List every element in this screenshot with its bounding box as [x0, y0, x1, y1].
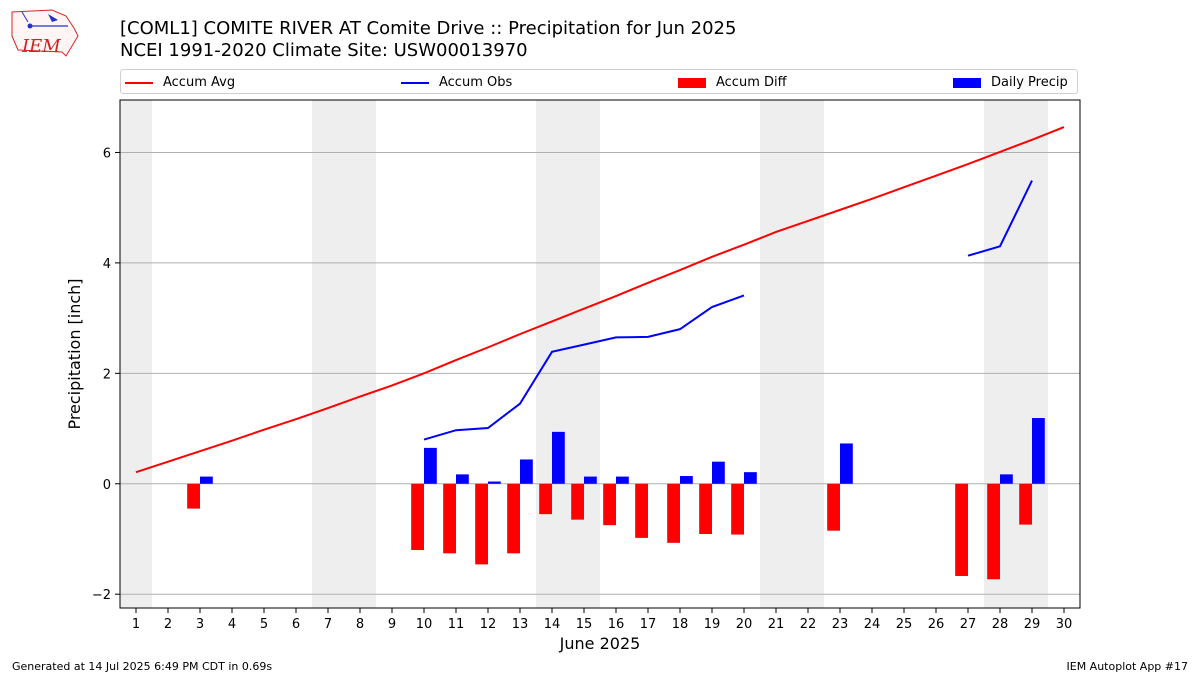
- legend-label-accum-diff: Accum Diff: [716, 75, 787, 90]
- x-tick-label: 24: [864, 617, 881, 632]
- iem-logo: IEM: [11, 9, 79, 57]
- x-tick-label: 14: [544, 617, 561, 632]
- y-tick-label: 0: [103, 478, 111, 493]
- legend-item-accum-obs: Accum Obs: [401, 70, 512, 95]
- x-tick-label: 18: [672, 617, 689, 632]
- weekend-band: [760, 100, 792, 608]
- legend-swatch-accum-obs: [401, 81, 429, 84]
- weekend-band: [792, 100, 824, 608]
- daily-precip-bar: [744, 472, 757, 484]
- y-tick-label: −2: [92, 588, 111, 603]
- accum-obs-line: [423, 294, 745, 441]
- chart-subtitle: NCEI 1991-2020 Climate Site: USW00013970: [120, 40, 528, 61]
- x-tick-label: 20: [736, 617, 753, 632]
- x-tick-label: 19: [704, 617, 721, 632]
- daily-precip-bar: [456, 474, 469, 484]
- legend-label-accum-obs: Accum Obs: [439, 75, 513, 90]
- weekend-band: [1016, 100, 1048, 608]
- daily-precip-bar: [616, 476, 629, 484]
- accum-diff-bar: [187, 483, 200, 509]
- accum-diff-bar: [827, 483, 840, 531]
- x-tick-label: 1: [132, 617, 140, 632]
- accum-diff-bar: [699, 483, 712, 535]
- accum-diff-bar: [539, 483, 552, 515]
- plot-frame: [119, 99, 1081, 609]
- x-tick-label: 8: [356, 617, 364, 632]
- legend-label-accum-avg: Accum Avg: [163, 75, 236, 90]
- accum-diff-bar: [635, 483, 648, 538]
- x-tick-label: 4: [228, 617, 236, 632]
- x-tick-label: 15: [576, 617, 593, 632]
- x-tick-label: 29: [1024, 617, 1041, 632]
- y-tick-label: 4: [103, 257, 111, 272]
- x-tick-label: 17: [640, 617, 657, 632]
- y-tick-label: 2: [103, 367, 111, 382]
- x-tick-label: 5: [260, 617, 268, 632]
- accum-diff-bar: [443, 483, 456, 554]
- accum-diff-bar: [571, 483, 584, 520]
- iem-logo-text: IEM: [21, 36, 61, 57]
- x-tick-label: 30: [1056, 617, 1073, 632]
- x-tick-label: 28: [992, 617, 1009, 632]
- daily-precip-bar: [488, 481, 501, 484]
- weekend-band: [312, 100, 344, 608]
- x-tick-label: 12: [480, 617, 497, 632]
- footer-generated: Generated at 14 Jul 2025 6:49 PM CDT in …: [12, 660, 273, 673]
- accum-diff-bar: [475, 483, 488, 565]
- chart-title: [COML1] COMITE RIVER AT Comite Drive :: …: [120, 18, 737, 39]
- x-tick-label: 13: [512, 617, 529, 632]
- x-tick-label: 26: [928, 617, 945, 632]
- x-tick-label: 22: [800, 617, 817, 632]
- daily-precip-bar: [680, 476, 693, 484]
- x-tick-label: 9: [388, 617, 396, 632]
- accum-avg-line: [135, 126, 1065, 474]
- daily-precip-bar: [552, 431, 565, 484]
- legend-label-daily-precip: Daily Precip: [991, 75, 1068, 90]
- legend-item-accum-diff: Accum Diff: [678, 70, 787, 95]
- x-tick-label: 27: [960, 617, 977, 632]
- accum-diff-bar: [507, 483, 520, 554]
- daily-precip-bar: [520, 459, 533, 484]
- accum-obs-line: [967, 180, 1033, 257]
- weekend-band: [536, 100, 568, 608]
- daily-precip-bar: [712, 461, 725, 484]
- x-tick-label: 21: [768, 617, 785, 632]
- x-tick-label: 11: [448, 617, 465, 632]
- legend-swatch-daily-precip: [953, 77, 981, 88]
- accum-diff-bar: [667, 483, 680, 543]
- legend-item-daily-precip: Daily Precip: [953, 70, 1068, 95]
- legend: Accum Avg Accum Obs Accum Diff Daily Pre…: [120, 69, 1078, 94]
- footer-app: IEM Autoplot App #17: [1066, 660, 1189, 673]
- x-tick-label: 6: [292, 617, 300, 632]
- accum-diff-bar: [1019, 483, 1032, 525]
- weekend-band: [120, 100, 152, 608]
- daily-precip-bar: [1032, 418, 1045, 484]
- x-tick-label: 7: [324, 617, 332, 632]
- x-axis-label: June 2025: [559, 634, 641, 653]
- x-tick-label: 23: [832, 617, 849, 632]
- legend-swatch-accum-diff: [678, 77, 706, 88]
- accum-diff-bar: [411, 483, 424, 551]
- daily-precip-bar: [1000, 474, 1013, 484]
- x-tick-label: 25: [896, 617, 913, 632]
- x-tick-label: 16: [608, 617, 625, 632]
- accum-diff-bar: [955, 483, 968, 576]
- legend-swatch-accum-avg: [125, 81, 153, 84]
- x-tick-label: 2: [164, 617, 172, 632]
- y-tick-label: 6: [103, 146, 111, 161]
- daily-precip-bar: [200, 476, 213, 484]
- x-tick-label: 10: [416, 617, 433, 632]
- accum-diff-bar: [731, 483, 744, 535]
- daily-precip-bar: [840, 443, 853, 484]
- accum-diff-bar: [603, 483, 616, 526]
- accum-diff-bar: [987, 483, 1000, 580]
- weekend-band: [344, 100, 376, 608]
- legend-item-accum-avg: Accum Avg: [125, 70, 235, 95]
- daily-precip-bar: [584, 476, 597, 484]
- daily-precip-bar: [424, 447, 437, 484]
- x-tick-label: 3: [196, 617, 204, 632]
- weekend-band: [568, 100, 600, 608]
- y-axis-label: Precipitation [inch]: [65, 278, 84, 429]
